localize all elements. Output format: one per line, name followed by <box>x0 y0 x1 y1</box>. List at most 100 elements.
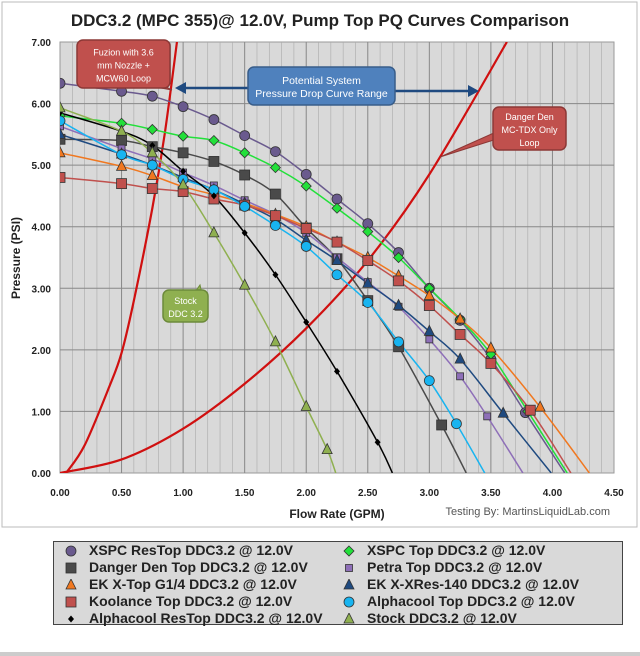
data-point <box>60 115 66 127</box>
data-point <box>393 336 404 348</box>
data-point <box>269 162 282 174</box>
legend-label: XSPC Top DDC3.2 @ 12.0V <box>367 542 546 558</box>
legend-marker-icon <box>65 579 77 590</box>
legend-marker-icon <box>343 596 355 608</box>
legend-label: XSPC ResTop DDC3.2 @ 12.0V <box>89 542 294 558</box>
data-point <box>334 367 340 375</box>
data-point <box>331 202 343 214</box>
legend-marker-icon <box>65 596 77 608</box>
stock-callout-text: Stock <box>174 296 197 306</box>
y-tick-label: 4.00 <box>32 223 52 234</box>
legend: XSPC ResTop DDC3.2 @ 12.0V XSPC Top DDC3.… <box>53 541 623 626</box>
data-point <box>374 438 381 446</box>
legend-marker-icon <box>65 545 77 557</box>
data-point <box>115 124 128 136</box>
data-point <box>146 168 158 181</box>
data-point <box>177 130 189 142</box>
data-point <box>454 352 466 364</box>
data-point <box>60 172 66 183</box>
data-point <box>239 130 251 141</box>
danger-den-callout: Danger Den MC-TDX Only Loop <box>439 106 567 158</box>
data-point <box>116 149 127 161</box>
stock-callout-box <box>162 289 209 323</box>
legend-label: Alphacool Top DDC3.2 @ 12.0V <box>367 593 575 609</box>
data-point <box>146 183 158 194</box>
range-callout-text: Potential System <box>282 75 361 87</box>
legend-marker <box>343 596 355 608</box>
data-point <box>362 297 374 308</box>
data-point <box>208 114 220 125</box>
data-point <box>392 251 405 264</box>
data-point <box>270 146 281 157</box>
legend-marker-icon <box>343 579 355 590</box>
data-point <box>146 123 158 135</box>
system-curve-fuzion <box>65 42 179 473</box>
x-tick-label: 3.50 <box>481 488 501 499</box>
data-point <box>300 168 312 180</box>
data-point <box>149 141 156 149</box>
x-tick-label: 3.00 <box>420 488 440 499</box>
data-point <box>177 147 189 159</box>
data-point <box>208 134 220 147</box>
x-axis-label: Flow Rate (GPM) <box>289 507 384 521</box>
data-point <box>241 229 248 237</box>
x-tick-label: 0.50 <box>112 488 132 499</box>
y-tick-label: 0.00 <box>32 469 52 480</box>
series-layer <box>60 42 590 473</box>
data-point <box>331 269 343 281</box>
data-point <box>239 147 251 159</box>
data-point <box>208 156 220 167</box>
data-point <box>146 145 158 158</box>
data-point <box>483 412 492 421</box>
data-point <box>180 167 187 175</box>
legend-marker <box>65 545 77 557</box>
legend-label: Stock DDC3.2 @ 12.0V <box>367 610 517 626</box>
legend-marker <box>343 613 355 624</box>
legend-marker <box>65 596 77 608</box>
data-point <box>239 200 251 212</box>
arrow-right-icon <box>468 85 479 97</box>
x-tick-label: 4.00 <box>543 488 563 499</box>
danger-den-callout-text: MC-TDX Only <box>502 125 558 135</box>
legend-marker-icon <box>343 545 355 557</box>
x-tick-label: 1.50 <box>235 488 255 499</box>
data-point <box>362 226 374 238</box>
arrow-left-icon <box>175 82 186 94</box>
data-point <box>300 223 312 234</box>
y-tick-label: 5.00 <box>32 161 52 172</box>
x-tick-label: 4.50 <box>604 488 624 499</box>
system-curve-danger-den <box>60 42 508 473</box>
legend-marker <box>343 545 355 557</box>
data-point <box>331 236 343 248</box>
series-line <box>60 82 566 473</box>
fuzion-callout-box <box>76 39 171 89</box>
y-tick-label: 3.00 <box>32 284 52 295</box>
legend-label: EK X-Top G1/4 DDC3.2 @ 12.0V <box>89 576 297 592</box>
data-point <box>60 122 64 131</box>
data-point <box>534 400 546 412</box>
data-point <box>60 127 66 139</box>
legend-label: Koolance Top DDC3.2 @ 12.0V <box>89 593 293 609</box>
data-point <box>423 288 435 301</box>
legend-label: Alphacool ResTop DDC3.2 @ 12.0V <box>89 610 323 626</box>
data-point <box>300 241 312 252</box>
data-point <box>300 180 312 192</box>
data-point <box>60 100 66 113</box>
fuzion-callout-text: mm Nozzle + <box>97 61 150 71</box>
data-point <box>269 334 282 347</box>
range-callout-box <box>247 66 396 106</box>
y-tick-label: 7.00 <box>32 38 52 49</box>
data-point <box>210 192 217 200</box>
data-point <box>331 253 343 265</box>
danger-den-callout-text: Loop <box>519 138 539 148</box>
legend-label: Petra Top DDC3.2 @ 12.0V <box>367 559 543 575</box>
data-point <box>393 275 404 287</box>
fuzion-callout: Fuzion with 3.6 mm Nozzle + MCW60 Loop <box>76 39 173 91</box>
data-point <box>272 271 279 279</box>
y-tick-label: 6.00 <box>32 100 52 111</box>
legend-marker-icon <box>65 562 77 574</box>
stock-callout: Stock DDC 3.2 <box>162 283 209 323</box>
y-tick-label: 2.00 <box>32 346 52 357</box>
